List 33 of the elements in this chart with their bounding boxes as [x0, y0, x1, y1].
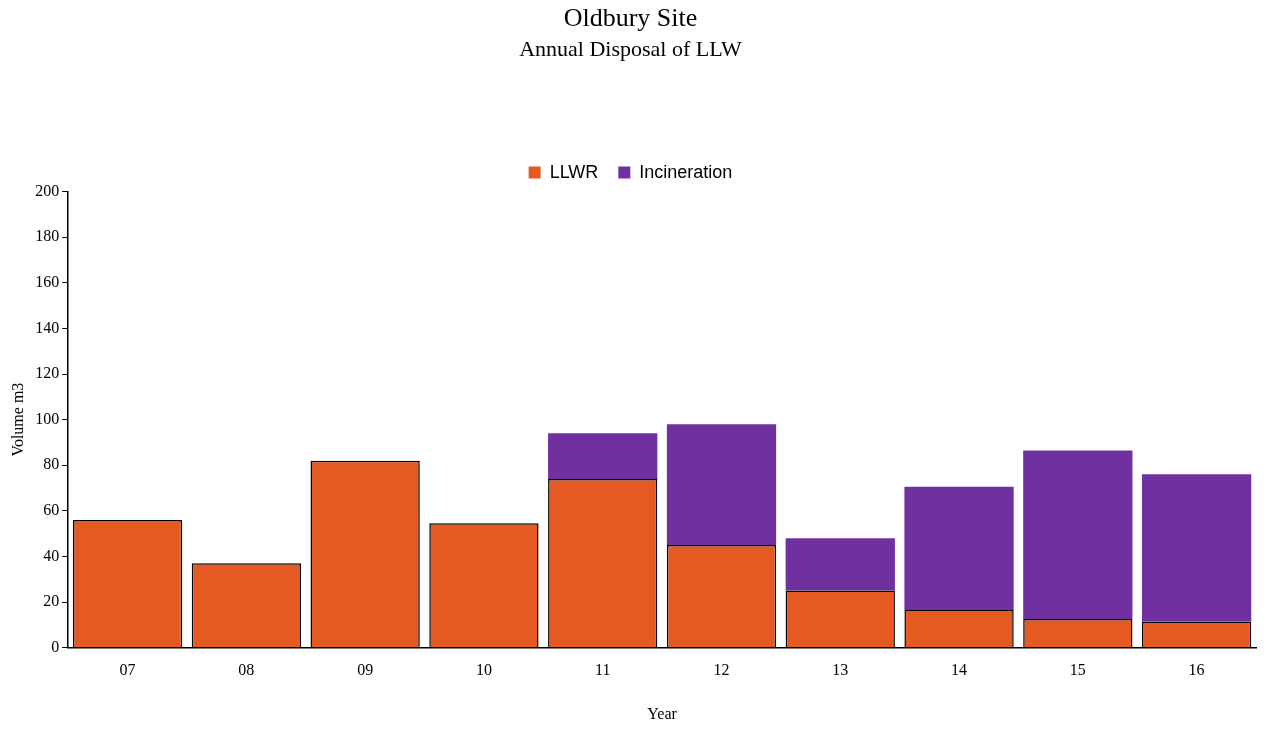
- x-tick-label: 08: [238, 661, 255, 679]
- bar: [666, 424, 777, 545]
- y-tick-label: 60: [43, 501, 60, 518]
- y-tick-label: 180: [35, 227, 60, 245]
- y-tick-label: 120: [35, 364, 60, 382]
- y-tick-label: 0: [51, 637, 60, 655]
- bar: [1023, 450, 1133, 620]
- x-tick-label: 09: [357, 661, 374, 679]
- y-tick-label: 140: [35, 318, 60, 336]
- y-tick-label: 40: [43, 546, 60, 564]
- x-axis-title: Year: [647, 704, 678, 722]
- x-tick-label: 12: [713, 661, 730, 679]
- bar: [785, 538, 895, 591]
- y-tick-label: 160: [35, 273, 60, 290]
- y-tick-label: 80: [43, 455, 60, 473]
- x-tick-label: 16: [1188, 661, 1205, 679]
- legend-label: LLWR: [549, 161, 599, 182]
- x-tick-label: 13: [832, 661, 849, 679]
- x-tick-label: 11: [595, 661, 611, 679]
- x-tick-label: 15: [1069, 661, 1086, 679]
- bar: [1141, 474, 1252, 622]
- x-tick-label: 07: [119, 661, 136, 679]
- bar: [548, 433, 658, 479]
- x-tick-label: 10: [475, 661, 492, 679]
- y-tick-label: 20: [43, 592, 60, 610]
- bar: [904, 486, 1014, 610]
- chart-subtitle: Annual Disposal of LLW: [519, 36, 743, 62]
- legend-label: Incineration: [639, 161, 733, 182]
- chart-title: Oldbury Site: [563, 3, 698, 33]
- x-tick-label: 14: [951, 661, 968, 679]
- y-axis-title: Volume m3: [8, 382, 26, 457]
- y-tick-label: 100: [35, 409, 60, 427]
- y-tick-label: 200: [35, 181, 60, 199]
